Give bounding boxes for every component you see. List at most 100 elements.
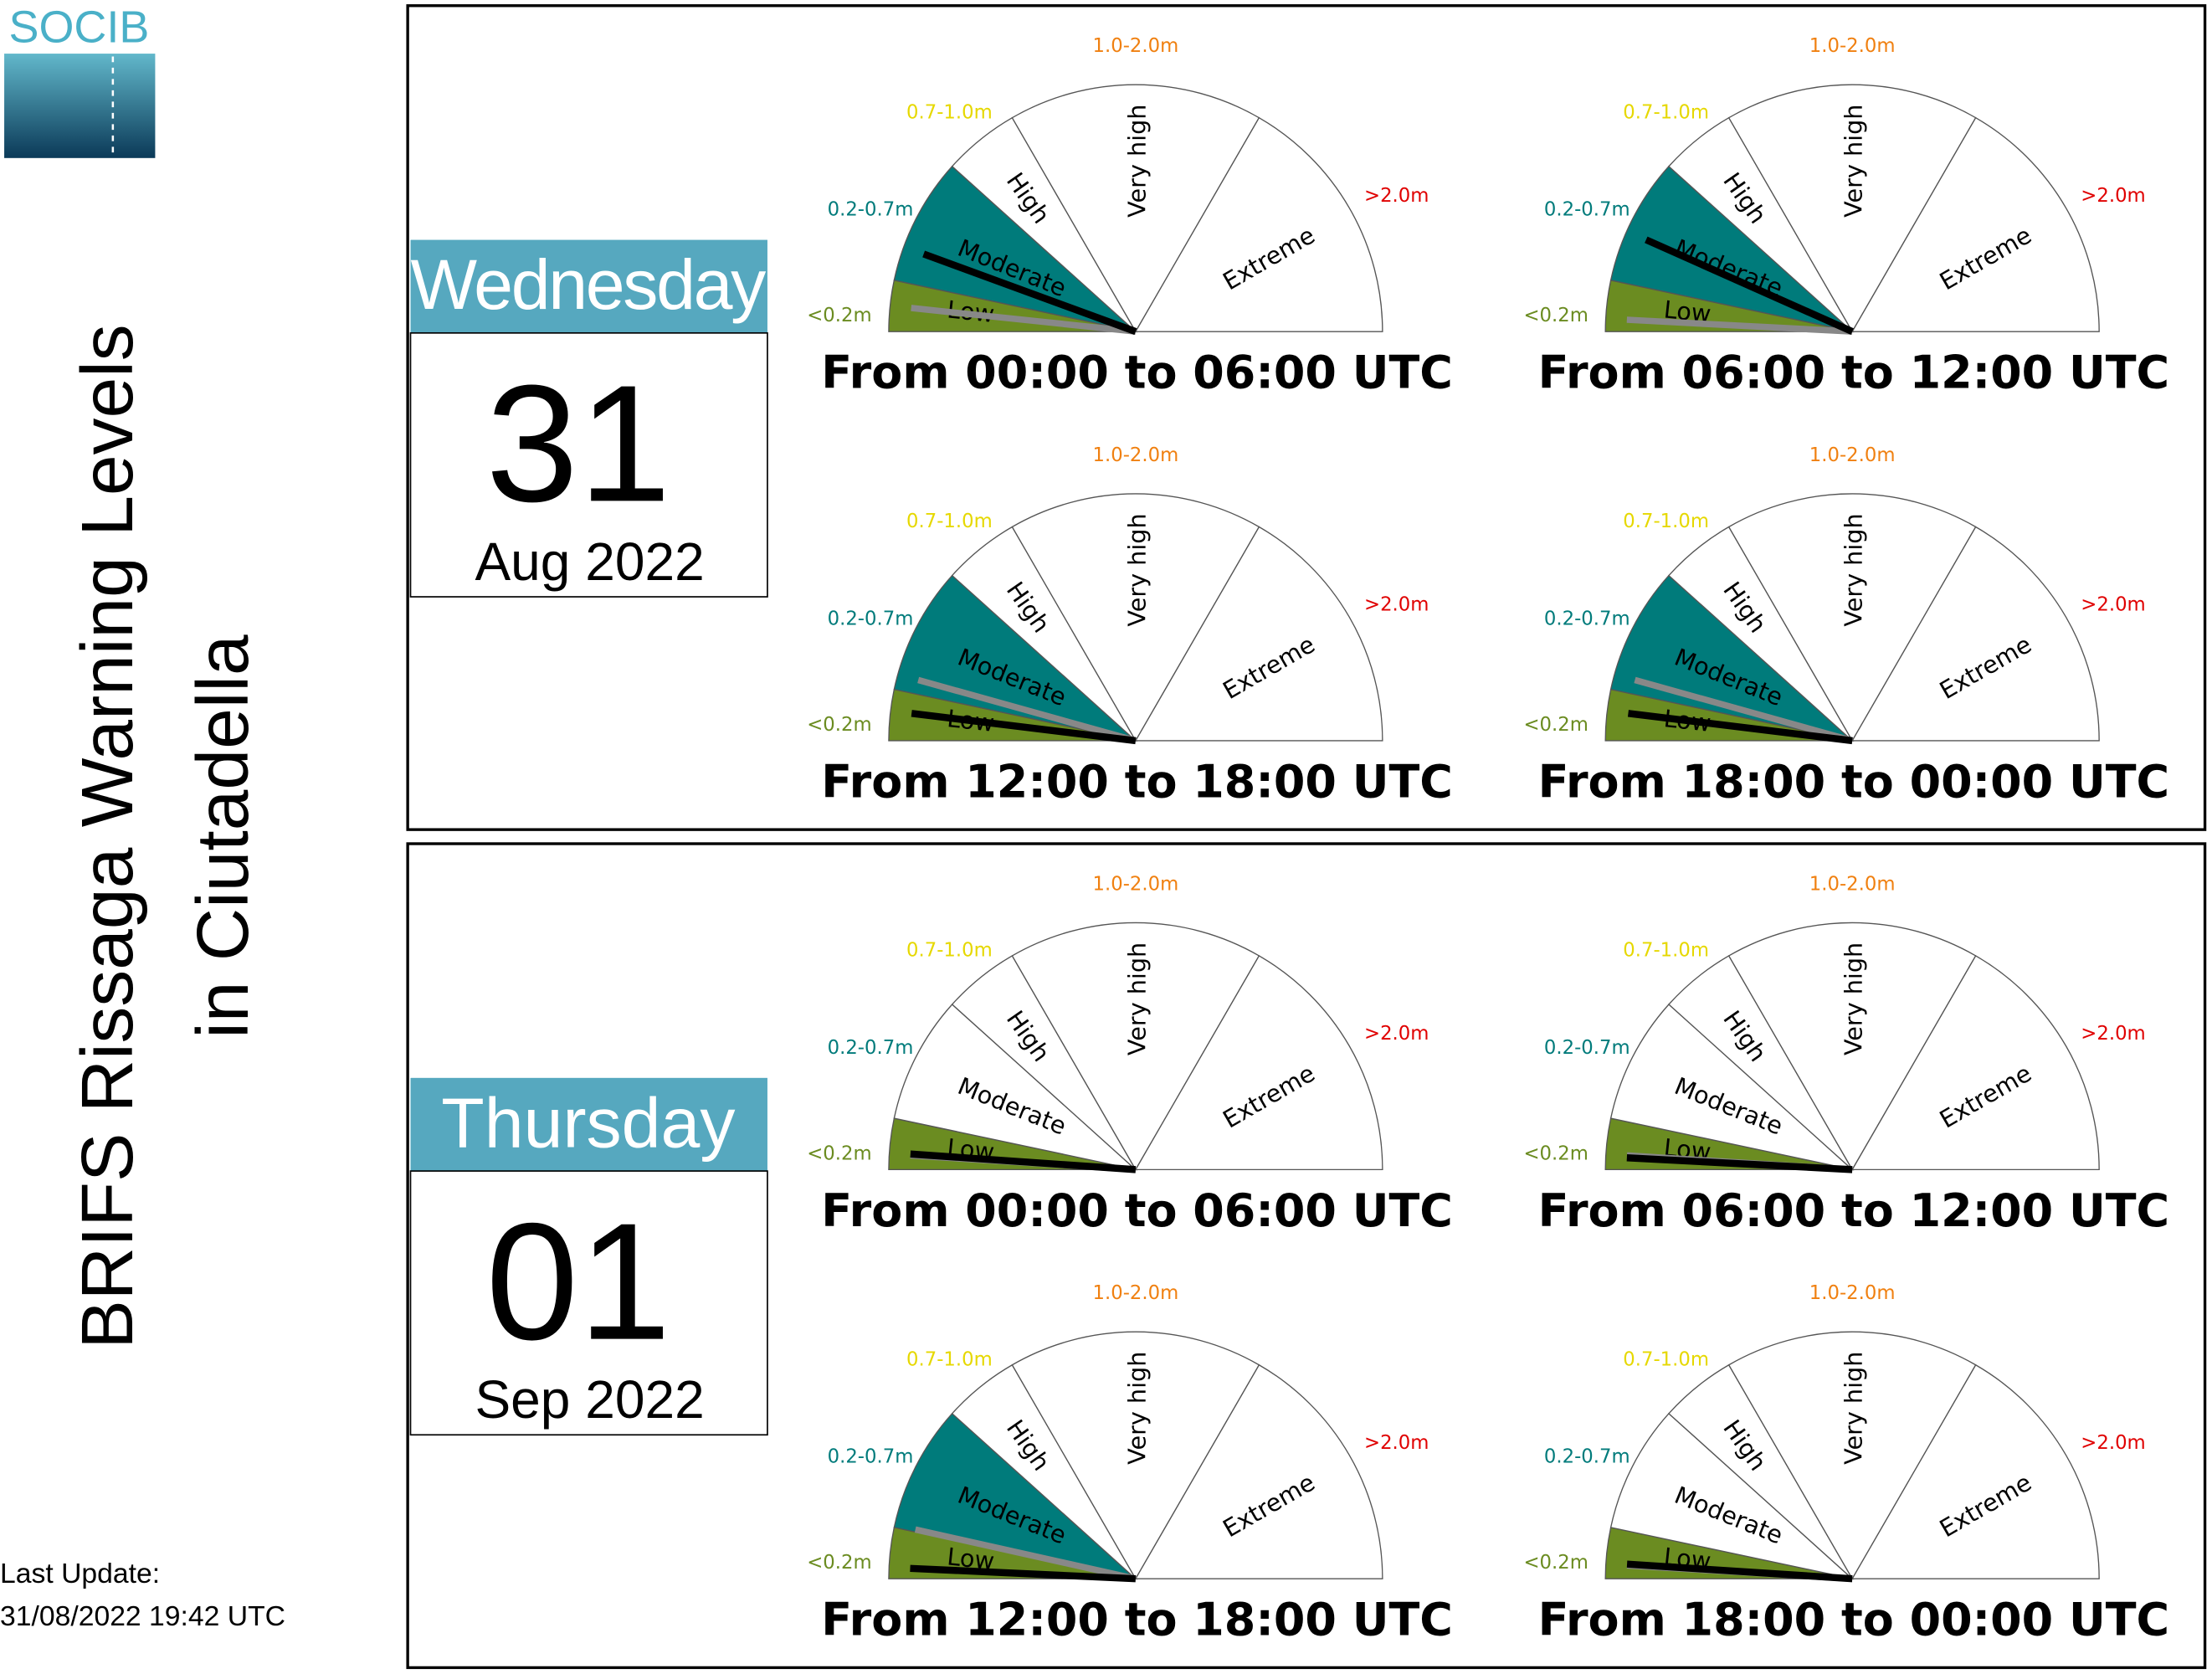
day-panel bbox=[406, 842, 2207, 1670]
gauge-caption: From 12:00 to 18:00 UTC bbox=[821, 1594, 1453, 1646]
weekday: Wednesday bbox=[411, 245, 767, 324]
range-label: >2.0m bbox=[2081, 1432, 2145, 1454]
gauge-sector bbox=[1609, 1412, 1855, 1580]
range-label: 1.0-2.0m bbox=[1809, 444, 1896, 466]
sector-label: Very high bbox=[1122, 105, 1151, 218]
gauge-sector bbox=[1609, 574, 1855, 742]
title-line: BRIFS Rissaga Warning Levels bbox=[66, 324, 148, 1348]
day-header bbox=[410, 239, 767, 333]
gauge-sector bbox=[893, 165, 1138, 333]
range-label: 0.7-1.0m bbox=[906, 101, 993, 123]
needle bbox=[1634, 676, 1854, 744]
range-label: 0.2-0.7m bbox=[1544, 608, 1630, 629]
gauge-sector bbox=[1609, 1004, 1855, 1171]
range-label: 1.0-2.0m bbox=[1093, 1282, 1179, 1304]
needle bbox=[910, 1150, 1137, 1173]
sector-label: Very high bbox=[1840, 105, 1868, 218]
range-label: >2.0m bbox=[2081, 1023, 2145, 1045]
logo-box bbox=[4, 54, 156, 158]
needle bbox=[910, 1564, 1137, 1583]
logo-text: SOCIB bbox=[8, 3, 149, 53]
sector-label: Very high bbox=[1840, 513, 1868, 626]
gauge-sector bbox=[1609, 165, 1855, 333]
gauge-sector bbox=[1727, 922, 1977, 1171]
range-label: >2.0m bbox=[1364, 594, 1429, 616]
range-label: 0.7-1.0m bbox=[906, 940, 993, 962]
gauge-caption: From 12:00 to 18:00 UTC bbox=[821, 755, 1453, 808]
range-label: 1.0-2.0m bbox=[1093, 35, 1179, 57]
needle bbox=[1645, 236, 1854, 335]
range-label: 1.0-2.0m bbox=[1093, 873, 1179, 895]
gauge-sector bbox=[1011, 922, 1260, 1171]
gauge-sector bbox=[893, 574, 1138, 742]
day-card bbox=[409, 1170, 768, 1436]
range-label: >2.0m bbox=[2081, 185, 2145, 207]
range-label: <0.2m bbox=[807, 714, 871, 736]
range-label: <0.2m bbox=[807, 1552, 871, 1574]
range-label: >2.0m bbox=[1364, 1432, 1429, 1454]
range-label: 1.0-2.0m bbox=[1093, 444, 1179, 466]
range-label: 0.7-1.0m bbox=[1623, 101, 1709, 123]
gauge-sector bbox=[1851, 954, 2100, 1171]
range-label: 0.7-1.0m bbox=[1623, 1348, 1709, 1370]
gauge-caption: From 18:00 to 00:00 UTC bbox=[1538, 1594, 2170, 1646]
day-panel bbox=[406, 4, 2207, 831]
range-label: <0.2m bbox=[807, 1143, 871, 1164]
range-label: 0.7-1.0m bbox=[906, 511, 993, 532]
range-label: <0.2m bbox=[1523, 1552, 1588, 1574]
needle bbox=[922, 250, 1137, 336]
needle bbox=[911, 305, 1137, 335]
range-label: 0.2-0.7m bbox=[828, 1037, 914, 1059]
gauge-sector bbox=[1851, 116, 2100, 332]
last-update-label: Last Update: bbox=[0, 1558, 160, 1589]
needle bbox=[914, 1526, 1137, 1582]
range-label: 0.7-1.0m bbox=[1623, 940, 1709, 962]
gauge-sector bbox=[1851, 1363, 2100, 1579]
day-number: 01 bbox=[485, 1189, 670, 1375]
range-label: <0.2m bbox=[1523, 305, 1588, 326]
range-label: 1.0-2.0m bbox=[1809, 35, 1896, 57]
range-label: 1.0-2.0m bbox=[1809, 1282, 1896, 1304]
title-line: in Ciutadella bbox=[182, 634, 264, 1039]
last-update-time: 31/08/2022 19:42 UTC bbox=[0, 1600, 285, 1632]
sector-label: Very high bbox=[1840, 1352, 1868, 1465]
needle bbox=[1626, 1154, 1853, 1173]
month-year: Aug 2022 bbox=[475, 531, 704, 592]
range-label: 0.2-0.7m bbox=[1544, 1037, 1630, 1059]
sector-label: Very high bbox=[1122, 513, 1151, 626]
gauge-sector bbox=[1727, 493, 1977, 742]
gauge-sector bbox=[1011, 1331, 1260, 1580]
range-label: >2.0m bbox=[1364, 185, 1429, 207]
range-label: <0.2m bbox=[1523, 1143, 1588, 1164]
range-label: 0.7-1.0m bbox=[1623, 511, 1709, 532]
gauge-sector bbox=[1134, 526, 1383, 742]
range-label: <0.2m bbox=[1523, 714, 1588, 736]
day-header bbox=[410, 1077, 767, 1172]
range-label: 0.2-0.7m bbox=[828, 1446, 914, 1468]
logo: SOCIB bbox=[4, 3, 156, 158]
gauge-sector bbox=[1851, 526, 2100, 742]
range-label: 0.2-0.7m bbox=[1544, 199, 1630, 221]
gauge-sector bbox=[1134, 1363, 1383, 1579]
gauge-sector bbox=[1727, 1331, 1977, 1580]
month-year: Sep 2022 bbox=[475, 1369, 704, 1430]
day-number: 31 bbox=[485, 351, 670, 537]
day-card bbox=[409, 331, 768, 598]
weekday: Thursday bbox=[441, 1083, 735, 1162]
range-label: >2.0m bbox=[1364, 1023, 1429, 1045]
needle bbox=[911, 710, 1137, 745]
gauge-sector bbox=[1727, 84, 1977, 333]
gauge-sector bbox=[1134, 116, 1383, 332]
gauge-caption: From 18:00 to 00:00 UTC bbox=[1538, 755, 2170, 808]
range-label: 0.7-1.0m bbox=[906, 1348, 993, 1370]
range-label: 0.2-0.7m bbox=[828, 199, 914, 221]
